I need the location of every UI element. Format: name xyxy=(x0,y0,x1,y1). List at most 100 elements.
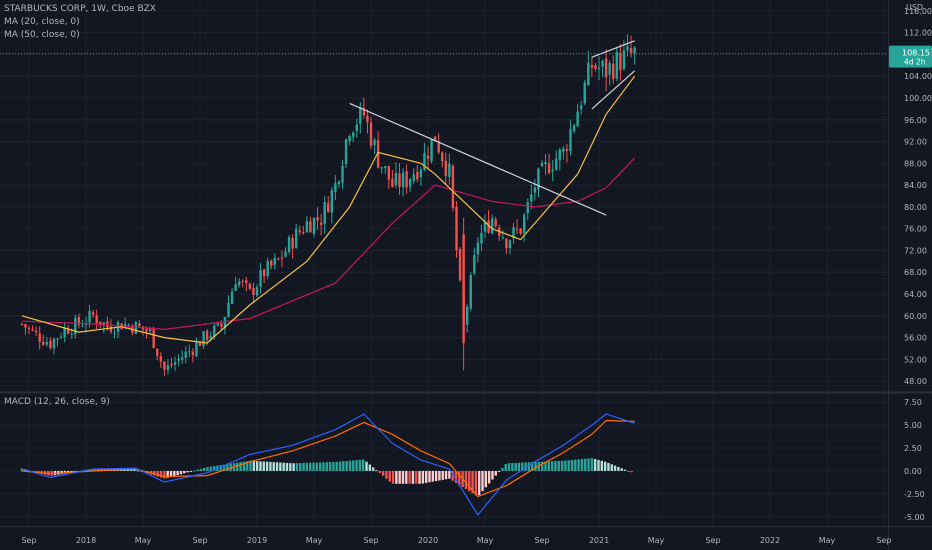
time-tick-label: Sep xyxy=(192,536,207,545)
candle-body xyxy=(163,361,166,370)
macd-histogram-bar xyxy=(577,459,580,471)
candle xyxy=(27,325,31,335)
macd-histogram-bar xyxy=(448,470,451,479)
macd-histogram-bar xyxy=(289,463,292,471)
candle-body xyxy=(102,322,106,326)
macd-histogram-bar xyxy=(590,458,594,471)
candle-body xyxy=(327,202,330,213)
macd-histogram-bar xyxy=(265,461,269,471)
time-tick-label: Sep xyxy=(705,536,720,545)
macd-histogram-bar xyxy=(169,470,173,477)
macd-histogram-bar xyxy=(159,470,163,478)
candle-body xyxy=(294,229,298,249)
macd-histogram-bar xyxy=(471,470,474,494)
candle-body xyxy=(91,312,95,315)
candle-body xyxy=(359,106,362,124)
candle-body xyxy=(59,336,63,338)
candle-body xyxy=(198,342,202,347)
candle-body xyxy=(330,190,334,213)
macd-histogram-bar xyxy=(401,470,405,484)
candle xyxy=(191,348,195,363)
candle-body xyxy=(42,341,45,345)
candle xyxy=(615,47,619,81)
macd-histogram-bar xyxy=(431,470,435,482)
macd-histogram-bar xyxy=(259,461,262,471)
macd-histogram-bar xyxy=(219,465,222,471)
price-tick-label: 52.00 xyxy=(904,355,927,364)
candle xyxy=(351,131,355,143)
candle xyxy=(590,56,594,77)
candle-body xyxy=(195,342,198,357)
macd-histogram-bar xyxy=(328,462,332,471)
ma20-line xyxy=(21,75,636,344)
candle xyxy=(113,327,116,339)
time-tick-label: Sep xyxy=(21,536,36,545)
candle-body xyxy=(626,46,629,51)
candle-body xyxy=(202,331,205,347)
candle xyxy=(576,103,579,127)
candle-body xyxy=(106,321,109,328)
candle-body xyxy=(49,340,52,348)
macd-histogram-bar xyxy=(308,462,312,471)
candle-body xyxy=(277,258,280,260)
candle xyxy=(24,323,27,335)
candle-body xyxy=(490,218,494,234)
macd-histogram-bar xyxy=(385,470,388,479)
time-tick-label: 2022 xyxy=(760,536,780,545)
macd-histogram-bar xyxy=(458,470,461,485)
candle xyxy=(594,62,597,72)
time-tick-label: May xyxy=(306,536,323,545)
candle xyxy=(551,160,554,181)
candle-body xyxy=(444,160,448,176)
candle xyxy=(327,196,330,213)
candle xyxy=(526,198,529,221)
macd-histogram-bar xyxy=(196,469,199,471)
candle xyxy=(369,116,373,149)
candle xyxy=(480,224,483,252)
candle xyxy=(245,276,248,292)
macd-histogram-bar xyxy=(73,470,77,472)
macd-histogram-bar xyxy=(391,470,395,484)
candle xyxy=(323,195,326,234)
macd-histogram-bar xyxy=(242,461,246,471)
macd-histogram-bar xyxy=(226,464,229,471)
ma50-legend[interactable]: MA (50, close, 0) xyxy=(4,30,80,40)
macd-histogram-bar xyxy=(574,459,577,471)
candle-body xyxy=(316,217,319,221)
macd-histogram-bar xyxy=(511,462,514,471)
candle-body xyxy=(24,324,27,328)
candle-body xyxy=(579,105,583,110)
macd-histogram-bar xyxy=(136,470,140,472)
candle-body xyxy=(284,251,287,257)
macd-histogram-bar xyxy=(70,470,73,473)
macd-histogram-bar xyxy=(209,466,212,471)
macd-histogram-bar xyxy=(100,468,103,471)
candle-body xyxy=(152,327,155,348)
candle-body xyxy=(612,63,615,80)
candle-body xyxy=(216,322,220,326)
macd-histogram-bar xyxy=(338,461,342,471)
macd-legend[interactable]: MACD (12, 26, close, 9) xyxy=(4,397,110,407)
candle xyxy=(234,276,237,292)
macd-histogram-bar xyxy=(550,461,554,471)
candle xyxy=(319,213,323,236)
macd-histogram-bar xyxy=(345,460,348,471)
candle xyxy=(583,79,586,106)
macd-histogram-bar xyxy=(504,464,507,471)
candle-body xyxy=(252,287,255,296)
macd-histogram-bar xyxy=(514,462,517,471)
candle xyxy=(540,159,544,167)
macd-histogram-bar xyxy=(491,470,494,480)
macd-histogram-bar xyxy=(348,460,352,471)
candle-body xyxy=(540,163,544,167)
ma20-legend[interactable]: MA (20, close, 0) xyxy=(4,17,80,27)
candle-body xyxy=(302,232,305,234)
candle-body xyxy=(398,173,401,187)
price-tick-label: 84.00 xyxy=(904,181,927,190)
candle-body xyxy=(145,328,148,332)
candle-body xyxy=(348,136,351,142)
macd-histogram-bar xyxy=(342,461,345,471)
candle xyxy=(533,179,537,201)
macd-histogram-bar xyxy=(312,462,315,471)
